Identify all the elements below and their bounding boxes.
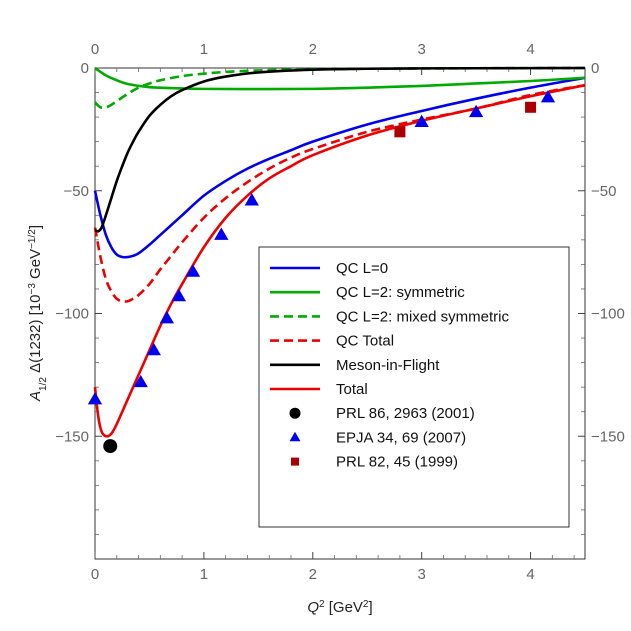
- y-axis-title: A1/2 Δ(1232) [10−3 GeV−1/2]: [27, 225, 49, 402]
- x-tick-label-bottom: 3: [417, 566, 425, 583]
- legend-label-qc-l-2-symmetric: QC L=2: symmetric: [336, 284, 465, 301]
- data-point-triangle: [133, 374, 148, 388]
- data-point-triangle: [244, 193, 259, 206]
- legend-label-qc-l-0: QC L=0: [336, 260, 388, 277]
- series-line-qc-total: [93, 83, 586, 303]
- series-line-total: [93, 83, 586, 438]
- data-point-triangle: [146, 342, 161, 356]
- x-tick-label-top: 0: [91, 41, 99, 58]
- x-tick-label-bottom: 1: [200, 566, 208, 583]
- data-point-triangle: [87, 392, 103, 405]
- data-point-triangle: [185, 264, 201, 277]
- data-point-triangle: [540, 90, 556, 103]
- legend-label-prl-82-45-1999: PRL 82, 45 (1999): [336, 454, 458, 471]
- legend-marker-circle: [289, 407, 301, 419]
- y-tick-label-left: −50: [64, 183, 89, 200]
- series-line-qc-l-2-symmetric: [94, 66, 586, 91]
- y-tick-label-left: −150: [55, 428, 89, 445]
- x-tick-label-bottom: 2: [309, 566, 317, 583]
- x-axis-title: Q2 [GeV2]: [307, 599, 372, 617]
- x-tick-label-bottom: 4: [526, 566, 534, 583]
- legend: QC L=0 QC L=2: symmetric QC L=2: mixed sym…: [258, 246, 570, 528]
- legend-label-epja-34-69-2007: EPJA 34, 69 (2007): [336, 429, 466, 446]
- legend-label-meson-in-flight: Meson-in-Flight: [336, 357, 440, 374]
- data-point-triangle: [171, 288, 186, 302]
- y-tick-label-right: −50: [591, 183, 616, 200]
- x-tick-label-top: 3: [417, 41, 425, 58]
- legend-label-prl-86-2963-2001: PRL 86, 2963 (2001): [336, 405, 475, 422]
- x-tick-label-top: 1: [200, 41, 208, 58]
- y-tick-label-left: 0: [81, 60, 89, 77]
- data-point-square: [394, 126, 406, 138]
- series-layer: [93, 66, 586, 438]
- data-point-circle: [103, 439, 118, 454]
- data-point-triangle: [159, 311, 175, 324]
- x-tick-label-bottom: 0: [91, 566, 99, 583]
- y-tick-label-left: −100: [55, 306, 89, 323]
- series-line-meson-in-flight: [94, 66, 586, 233]
- x-tick-label-top: 4: [526, 41, 534, 58]
- data-point-square: [525, 101, 537, 113]
- legend-label-qc-l-2-mixed-symmetric: QC L=2: mixed symmetric: [336, 308, 509, 325]
- data-point-triangle: [214, 227, 229, 240]
- x-tick-label-top: 2: [309, 41, 317, 58]
- legend-label-qc-total: QC Total: [336, 333, 394, 350]
- series-line-qc-l-0: [93, 76, 586, 259]
- legend-label-total: Total: [336, 381, 368, 398]
- legend-box: [258, 246, 570, 528]
- y-tick-label-right: 0: [591, 60, 599, 77]
- y-tick-label-right: −100: [591, 306, 625, 323]
- data-point-triangle: [468, 104, 484, 118]
- marker-layer: [87, 90, 556, 454]
- y-tick-label-right: −150: [591, 428, 625, 445]
- legend-marker-triangle: [289, 431, 301, 442]
- legend-marker-square: [291, 457, 299, 466]
- data-point-triangle: [414, 114, 429, 127]
